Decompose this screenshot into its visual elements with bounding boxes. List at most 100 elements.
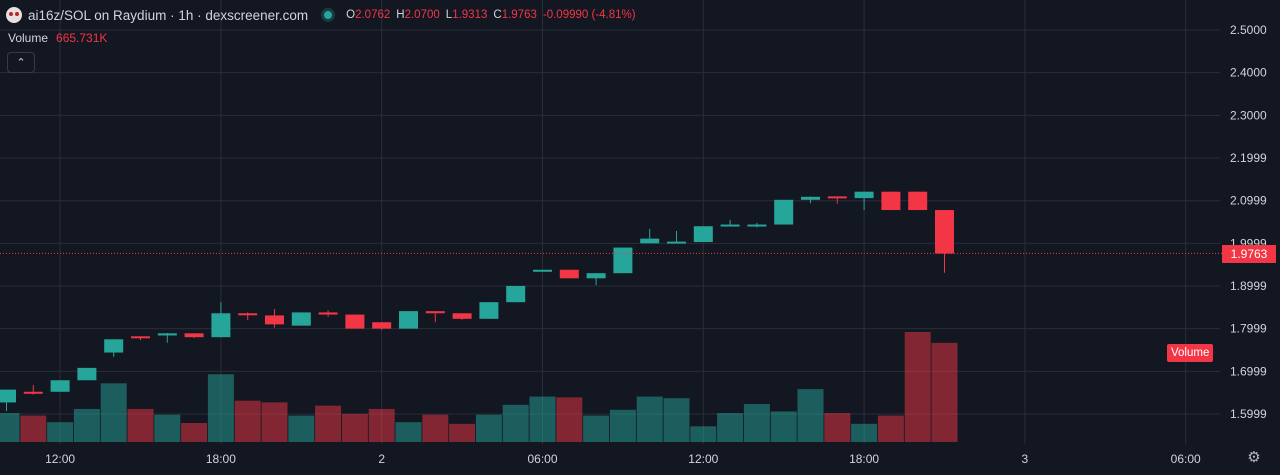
change-value: -0.09990 (-4.81%)	[542, 9, 636, 21]
high-value: 2.0700	[404, 9, 440, 21]
volume-bar	[47, 422, 74, 442]
volume-bar	[904, 332, 931, 442]
x-tick-label: 2	[378, 452, 385, 466]
candle-body	[50, 380, 70, 392]
volume-bar	[207, 374, 234, 442]
y-tick-label: 2.0999	[1230, 194, 1267, 208]
y-tick-label: 2.3000	[1230, 108, 1267, 122]
candle-body	[345, 314, 365, 329]
candle-body	[908, 191, 928, 211]
x-tick-label: 3	[1022, 452, 1029, 466]
volume-bar	[690, 426, 717, 442]
volume-bar	[877, 415, 904, 442]
candle-body	[559, 269, 579, 279]
chevron-up-icon: ⌃	[16, 57, 26, 69]
candle-body	[854, 191, 874, 199]
volume-bar	[609, 409, 636, 442]
candle-body	[23, 391, 43, 394]
x-tick-label: 06:00	[1171, 452, 1201, 466]
x-tick-label: 18:00	[849, 452, 879, 466]
candle-body	[720, 224, 740, 227]
volume-bar	[931, 342, 958, 442]
high-key: H	[396, 9, 405, 21]
chart-header: ai16z/SOL on Raydium · 1h · dexscreener.…	[6, 6, 642, 24]
volume-bar	[502, 404, 529, 442]
volume-bar	[636, 396, 663, 442]
volume-label: Volume	[8, 31, 49, 45]
last-price-tag: 1.9763	[1222, 245, 1276, 263]
volume-bar	[824, 413, 851, 442]
candle-body	[613, 247, 633, 274]
candle-body	[827, 196, 847, 199]
pair-title: ai16z/SOL on Raydium · 1h · dexscreener.…	[28, 7, 309, 23]
x-tick-label: 12:00	[45, 452, 75, 466]
candle-body	[184, 333, 204, 338]
volume-bar	[475, 414, 502, 442]
ai16z-token-icon	[6, 7, 22, 23]
volume-bar	[261, 402, 288, 442]
volume-bar	[449, 423, 476, 442]
y-tick-label: 1.8999	[1230, 279, 1267, 293]
price-axis: 1.59991.69991.79991.89991.99992.09992.19…	[1230, 23, 1267, 421]
volume-bar	[529, 396, 556, 442]
candles	[0, 191, 954, 411]
volume-bar	[100, 383, 127, 442]
volume-bar	[556, 397, 583, 442]
candle-body	[291, 312, 311, 326]
volume-bar	[583, 415, 610, 442]
volume-bar	[341, 413, 368, 442]
volume-series-tag: Volume	[1167, 344, 1214, 362]
candle-body	[533, 269, 552, 272]
candle-body	[77, 367, 97, 381]
open-key: O	[346, 9, 356, 21]
volume-legend: Volume 665.731K	[8, 31, 107, 45]
y-tick-label: 1.7999	[1230, 322, 1267, 336]
volume-bar	[154, 414, 181, 442]
candle-body	[452, 313, 472, 319]
volume-bar	[663, 398, 690, 442]
candle-body	[640, 238, 660, 244]
candle-body	[506, 285, 526, 303]
candle-body	[667, 241, 686, 244]
candle-body	[265, 315, 284, 325]
candle-body	[774, 199, 794, 225]
y-tick-label: 2.4000	[1230, 66, 1267, 80]
open-value: 2.0762	[355, 9, 391, 21]
candle-body	[238, 313, 258, 316]
y-tick-label: 1.5999	[1230, 407, 1267, 421]
volume-bars	[0, 332, 958, 442]
volume-value: 665.731K	[56, 31, 108, 45]
candle-body	[935, 210, 954, 254]
volume-bar	[73, 408, 100, 442]
volume-bar	[127, 408, 154, 442]
x-tick-label: 06:00	[527, 452, 557, 466]
time-axis: 12:00 18:00 2 06:00 12:00 18:00 3 06:00	[45, 452, 1201, 466]
gear-icon[interactable]: ⚙	[1247, 449, 1261, 466]
x-tick-label: 12:00	[688, 452, 718, 466]
volume-bar	[770, 411, 797, 442]
candle-body	[399, 311, 418, 329]
volume-bar	[181, 422, 208, 442]
y-tick-label: 2.5000	[1230, 23, 1267, 37]
candle-body	[586, 273, 606, 279]
y-tick-label: 1.6999	[1230, 364, 1267, 378]
x-tick-label: 18:00	[206, 452, 236, 466]
volume-bar	[20, 415, 47, 442]
candle-body	[318, 312, 338, 315]
y-tick-label: 2.1999	[1230, 151, 1267, 165]
candle-body	[801, 196, 820, 200]
volume-bar	[797, 389, 824, 442]
candle-body	[693, 226, 713, 243]
volume-bar	[315, 405, 342, 442]
candle-body	[131, 336, 150, 339]
volume-bar	[743, 403, 770, 442]
volume-bar	[395, 422, 422, 442]
live-status-icon	[324, 11, 333, 19]
collapse-legend-button[interactable]: ⌃	[7, 52, 35, 73]
close-key: C	[493, 9, 502, 21]
volume-bar	[234, 400, 261, 442]
volume-bar	[0, 413, 20, 442]
candle-body	[0, 389, 16, 403]
volume-bar	[717, 413, 744, 442]
